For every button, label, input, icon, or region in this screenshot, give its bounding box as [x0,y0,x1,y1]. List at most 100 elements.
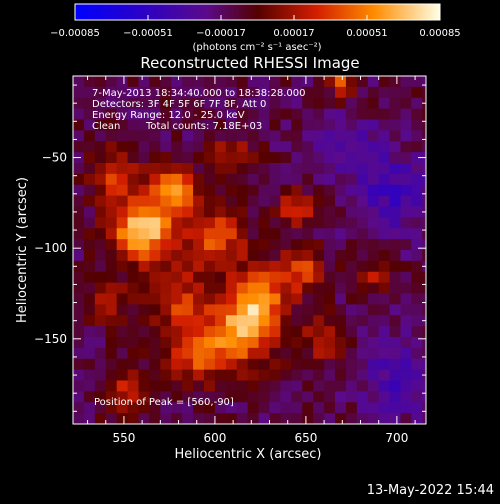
heatmap-cell [345,217,358,229]
heatmap-cell [236,304,249,316]
colorbar-tick-label: 0.00017 [273,28,314,39]
heatmap-cell [116,130,129,142]
heatmap-cell [345,184,358,197]
heatmap-cell [378,413,391,424]
heatmap-cell [204,250,216,262]
heatmap-cell [422,86,426,99]
heatmap-cell [411,108,423,121]
heatmap-cell [225,206,238,218]
heatmap-cell [324,391,336,403]
heatmap-cell [149,250,161,262]
heatmap-cell [400,184,413,197]
heatmap-cell [335,315,347,327]
heatmap-cell [356,163,369,175]
heatmap-cell [138,195,151,208]
heatmap-cell [149,369,161,382]
heatmap-cell [105,250,118,262]
heatmap-cell [214,76,227,88]
heatmap-cell [193,184,205,197]
heatmap-cell [127,293,140,305]
colorbar-tick-label: −0.00051 [123,28,173,39]
heatmap-cell [258,304,271,316]
heatmap-cell [193,315,205,327]
heatmap-cell [105,260,118,273]
heatmap-cell [83,380,96,392]
heatmap-cell [182,97,194,110]
heatmap-cell [204,217,216,229]
heatmap-cell [127,86,140,99]
heatmap-cell [94,184,107,197]
heatmap-cell [247,217,260,229]
heatmap-cell [83,293,96,305]
heatmap-cell [94,380,107,392]
heatmap-cell [258,391,271,403]
heatmap-cell [400,206,413,218]
heatmap-cell [83,217,96,229]
heatmap-cell [345,86,358,99]
heatmap-cell [378,173,391,186]
heatmap-cell [313,315,325,327]
heatmap-cell [127,108,140,121]
heatmap-cell [94,239,107,251]
heatmap-cell [182,108,194,121]
heatmap-cell [313,260,325,273]
heatmap-cell [171,152,183,164]
heatmap-cell [378,217,391,229]
heatmap-cell [149,315,161,327]
heatmap-cell [345,119,358,131]
heatmap-cell [225,86,238,99]
heatmap-cell [313,304,325,316]
heatmap-cell [171,108,183,121]
heatmap-cell [193,206,205,218]
heatmap-cell [127,315,140,327]
heatmap-cell [324,163,336,175]
heatmap-cell [138,337,151,349]
heatmap-cell [335,337,347,349]
heatmap-cell [313,239,325,251]
heatmap-cell [324,326,336,338]
heatmap-cells [73,76,426,424]
heatmap-cell [367,315,380,327]
heatmap-cell [214,391,227,403]
heatmap-cell [400,380,413,392]
heatmap-cell [204,337,216,349]
heatmap-cell [149,228,161,240]
heatmap-cell [291,282,303,295]
heatmap-cell [378,184,391,197]
heatmap-cell [335,326,347,338]
heatmap-cell [116,173,129,186]
heatmap-cell [94,228,107,240]
heatmap-cell [400,130,413,142]
heatmap-cell [214,358,227,371]
heatmap-cell [389,108,402,121]
heatmap-cell [171,163,183,175]
heatmap-cell [302,391,314,403]
heatmap-cell [171,413,183,424]
heatmap-cell [324,282,336,295]
heatmap-cell [182,347,194,360]
heatmap-cell [105,184,118,197]
heatmap-cell [291,413,303,424]
heatmap-cell [411,271,423,284]
heatmap-cell [345,358,358,371]
heatmap-cell [313,173,325,186]
heatmap-cell [400,76,413,88]
heatmap-cell [94,402,107,414]
heatmap-cell [116,337,129,349]
heatmap-cell [389,282,402,295]
heatmap-cell [127,239,140,251]
heatmap-cell [335,206,347,218]
heatmap-cell [335,108,347,121]
heatmap-cell [400,293,413,305]
heatmap-cell [214,315,227,327]
heatmap-cell [149,337,161,349]
heatmap-cell [378,250,391,262]
heatmap-cell [116,380,129,392]
heatmap-cell [335,97,347,110]
heatmap-cell [204,97,216,110]
heatmap-cell [400,119,413,131]
heatmap-cell [204,282,216,295]
heatmap-cell [73,358,85,371]
heatmap-cell [105,402,118,414]
heatmap-cell [236,86,249,99]
